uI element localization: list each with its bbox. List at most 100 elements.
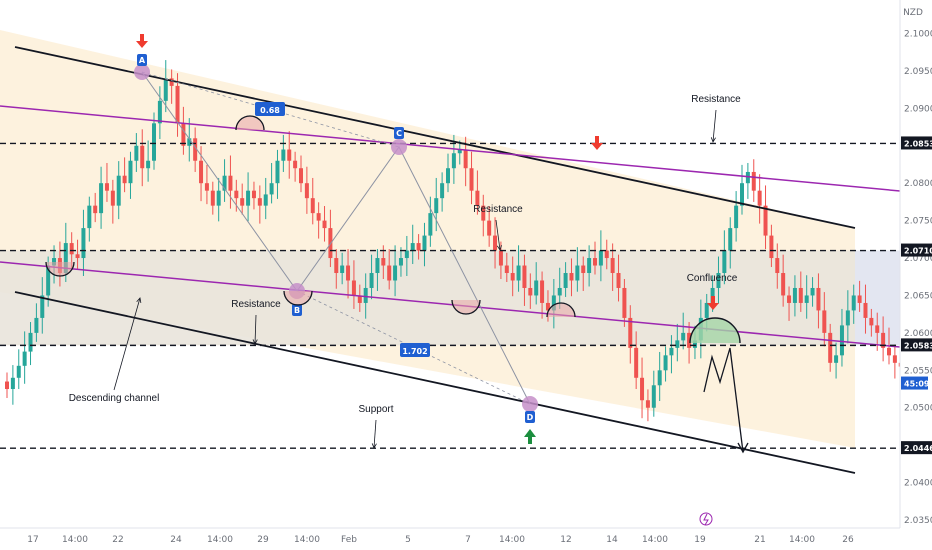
annotation-label: Support (358, 404, 393, 415)
x-tick-label: 14:00 (294, 535, 320, 545)
candle-body (581, 265, 586, 274)
countdown-label: 45:09 (904, 380, 930, 389)
candle-body (881, 332, 886, 348)
annotation-label: Descending channel (69, 393, 160, 404)
candle-body (669, 347, 674, 356)
projected-path (703, 347, 744, 453)
candle-body (675, 340, 680, 348)
candle-body (663, 355, 668, 371)
candle-body (5, 381, 9, 390)
candle-body (416, 243, 421, 251)
level-price-tag (901, 441, 932, 455)
candle-body (16, 365, 21, 378)
x-tick-label: 17 (27, 535, 38, 545)
y-tick-label: 2.03500 (904, 516, 932, 526)
touch-arc (45, 261, 75, 277)
candle-body (475, 190, 480, 206)
currency-label: NZD (903, 8, 923, 18)
countdown-tag (901, 376, 928, 390)
pattern-point-circle (522, 396, 538, 412)
candle-body (787, 295, 792, 303)
candle-body (87, 205, 92, 229)
annotation-pointer-head (136, 297, 142, 303)
candle-body (710, 287, 715, 303)
pattern-point-label: A (139, 56, 146, 65)
sell-arrow-a-stem (140, 34, 144, 42)
level-price-label: 2.04460 (904, 444, 932, 453)
x-tick-label: 14:00 (642, 535, 668, 545)
purple-trendline-lower (0, 261, 901, 348)
candle-body (457, 149, 462, 154)
candle-body (163, 78, 168, 101)
touch-arc (451, 299, 481, 315)
candle-body (128, 160, 133, 184)
candle-body (228, 175, 233, 191)
candle-body (69, 243, 74, 255)
candle-body (204, 183, 209, 191)
annotation-label: Resistance (473, 204, 523, 215)
candle-body (604, 250, 609, 259)
x-tick-label: 7 (465, 535, 471, 545)
candle-body (169, 78, 174, 86)
candle-body (757, 190, 762, 206)
candle-body (116, 175, 121, 206)
buy-arrow-stem (528, 436, 532, 444)
sell-arrow-confluence-stem (711, 296, 715, 304)
abcd-retrace-bd (296, 290, 531, 405)
x-tick-label: 14:00 (499, 535, 525, 545)
purple-trendline-upper (0, 105, 901, 192)
candle-body (428, 213, 433, 236)
flash-icon (699, 512, 713, 526)
candle-body (10, 377, 15, 390)
candle-body (792, 287, 797, 303)
candle-body (557, 287, 562, 296)
x-tick-label: 14 (606, 535, 618, 545)
candle-body (451, 153, 456, 169)
level-price-label: 2.08531 (904, 139, 932, 148)
sell-arrow-resistance-head (591, 143, 603, 150)
candle-body (504, 265, 509, 274)
fib-ratio-badge (255, 102, 285, 116)
candle-body (845, 310, 850, 326)
candle-body (534, 280, 539, 296)
candle-body (34, 317, 39, 333)
annotation-pointer-head (371, 443, 377, 449)
candle-body (628, 317, 633, 348)
candle-body (81, 228, 86, 259)
candle-body (716, 273, 721, 288)
pattern-point-label: B (294, 306, 300, 315)
candle-body (422, 235, 427, 251)
candle-body (234, 190, 239, 199)
y-tick-label: 2.09500 (904, 67, 932, 77)
candle-body (246, 190, 251, 206)
candle-body (834, 355, 839, 363)
candle-body (593, 258, 597, 266)
candle-body (481, 205, 486, 221)
candle-body (410, 243, 415, 251)
candle-body (351, 280, 356, 296)
candle-body (681, 332, 686, 341)
candle-body (781, 273, 786, 296)
candle-body (393, 265, 398, 281)
buy-arrow-head (524, 429, 536, 437)
candle-body (822, 310, 827, 333)
pattern-point-badge (137, 54, 147, 66)
candle-body (216, 190, 221, 206)
candle-body (598, 250, 603, 266)
x-tick-label: 24 (170, 535, 182, 545)
candle-body (269, 183, 274, 195)
level-price-tag (901, 136, 932, 150)
fib-ratio-label: 0.68 (260, 106, 280, 115)
y-tick-label: 2.10000 (904, 30, 932, 40)
candle-body (704, 302, 709, 318)
y-tick-label: 2.05000 (904, 404, 932, 414)
fib-ratio-badge (400, 343, 430, 357)
level-price-label: 2.07100 (904, 247, 932, 256)
abcd-pattern-line (141, 71, 531, 405)
candle-body (493, 235, 498, 251)
candle-body (222, 175, 227, 191)
candle-body (22, 351, 27, 366)
y-tick-label: 2.05500 (904, 366, 932, 376)
